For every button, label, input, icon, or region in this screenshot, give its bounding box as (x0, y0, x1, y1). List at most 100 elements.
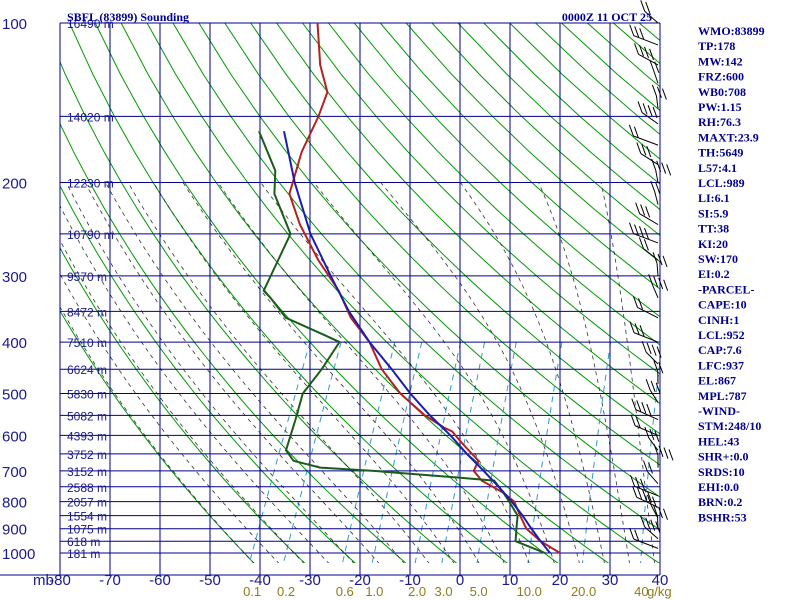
wind-barb-staff (641, 112, 659, 125)
mixing-ratio-line (640, 356, 660, 563)
wind-barb-feather (651, 158, 657, 171)
mixing-ratio-label: 0.1 (243, 584, 261, 599)
wind-barb-staff (653, 70, 659, 84)
wind-barb-feather (658, 277, 664, 290)
wind-barb (634, 43, 659, 66)
wind-barb-feather (645, 1, 651, 14)
wind-barb-feather (652, 106, 658, 119)
wind-barb-feather (634, 529, 640, 542)
index-entry: -PARCEL- (698, 282, 754, 296)
wind-barb-feather (636, 400, 642, 412)
wind-barb (628, 124, 659, 146)
height-label: 181 m (67, 547, 100, 561)
wind-barb-feather (640, 478, 645, 491)
wind-barb-staff (648, 437, 659, 451)
height-label: 9570 m (67, 270, 107, 284)
moist-adiabat-line (380, 182, 580, 563)
temperature-tick-label: -20 (349, 572, 371, 589)
mixing-ratio-line (582, 342, 612, 563)
wind-barb (632, 486, 659, 508)
parcel-trace (283, 130, 551, 554)
wind-barb-feather (639, 226, 644, 238)
wind-barb-feather (653, 443, 659, 456)
wind-barb-staff (635, 409, 659, 420)
pressure-tick-label: 100 (2, 16, 27, 33)
pressure-unit-label: mb (33, 572, 54, 589)
dry-adiabat-line (405, 23, 660, 263)
wind-barb (633, 296, 659, 319)
temperature-tick-label: -10 (399, 572, 421, 589)
height-label: 4393 m (67, 429, 107, 443)
index-entry: SRDS:10 (698, 465, 745, 479)
mixing-ratio-line (476, 342, 517, 563)
dry-adiabat-line (60, 122, 407, 563)
wind-barb (645, 379, 661, 403)
temperature-tick-label: -40 (249, 572, 271, 589)
wind-barb (629, 321, 659, 343)
wind-barb-feather (644, 227, 649, 240)
wind-barb (653, 360, 664, 385)
wind-barb-staff (654, 191, 659, 205)
index-entry: TH:5649 (698, 146, 743, 160)
mixing-ratio-line (414, 341, 462, 563)
temperature-tick-label: 40 (652, 572, 669, 589)
pressure-tick-label: 700 (2, 464, 27, 481)
mixing-ratio-label: 0.2 (277, 584, 295, 599)
wind-barb-staff (636, 496, 659, 508)
wind-barb-feather (634, 323, 640, 335)
index-entry: SI:5.9 (698, 206, 728, 220)
mixing-ratio-label: 10.0 (517, 584, 542, 599)
wind-barb-feather (634, 43, 640, 55)
wind-barb-feather (649, 428, 655, 441)
wind-barb-feather (645, 517, 651, 530)
dry-adiabat-line (60, 310, 255, 563)
wind-barb-feather (631, 398, 637, 410)
height-label: 2588 m (67, 481, 107, 495)
wind-barb-feather (638, 298, 643, 310)
mixing-ratio-line (282, 341, 342, 563)
index-entry: EI:0.2 (698, 267, 730, 281)
index-entry: PW:1.15 (698, 100, 742, 114)
moist-adiabat-line (105, 182, 405, 563)
wind-barb-feather (653, 504, 658, 517)
wind-barb-staff (638, 53, 659, 66)
wind-barb-staff (649, 389, 659, 403)
wind-barb-feather (649, 59, 655, 72)
index-entry: HEL:43 (698, 434, 739, 448)
wind-barb-feather (632, 486, 638, 498)
dry-adiabat-line (302, 23, 660, 375)
temperature-tick-label: 20 (552, 572, 569, 589)
wind-barb (647, 494, 659, 519)
wind-barb-feather (656, 160, 662, 172)
wind-barb-feather (654, 430, 660, 442)
index-entry: L57:4.1 (698, 161, 737, 175)
height-label: 14020 m (67, 110, 114, 124)
dry-adiabat-line (379, 23, 660, 290)
moist-adiabat-line (60, 239, 305, 563)
wind-barb-feather (639, 44, 645, 57)
temperature-trace (288, 23, 561, 554)
wind-barb-feather (630, 475, 635, 487)
wind-barb (650, 180, 661, 205)
wind-barb-feather (661, 162, 667, 174)
grid (0, 22, 661, 576)
wind-barb (637, 101, 659, 125)
mixing-ratio-line (248, 341, 311, 563)
dry-adiabat-line (60, 184, 356, 563)
index-entry: WB0:708 (698, 85, 746, 99)
wind-barb-feather (629, 24, 635, 36)
wind-barb (651, 84, 667, 109)
wind-barb-staff (633, 332, 659, 343)
wind-barb-staff (655, 95, 659, 109)
dry-adiabat-line (60, 246, 306, 563)
index-entry: MW:142 (698, 54, 743, 68)
index-entry: SHR+:0.0 (698, 450, 749, 464)
wind-barb (629, 24, 659, 46)
index-entry: WMO:83899 (698, 24, 765, 38)
wind-barb-feather (645, 379, 651, 391)
wind-barb-staff (644, 10, 659, 24)
dry-adiabat-line (224, 23, 660, 466)
wind-barb-staff (633, 538, 659, 549)
wind-barb-feather (640, 204, 646, 216)
wind-barb-feather (668, 449, 674, 461)
